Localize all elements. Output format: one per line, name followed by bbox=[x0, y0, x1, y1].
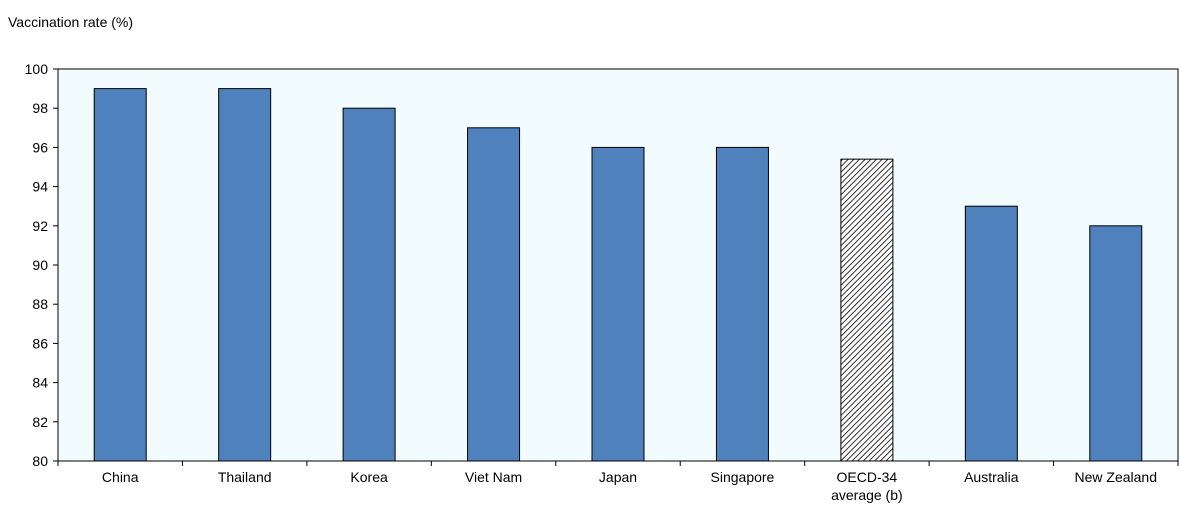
bar bbox=[218, 88, 272, 462]
y-axis-label: Vaccination rate (%) bbox=[8, 14, 133, 30]
y-tick-label: 80 bbox=[32, 453, 48, 469]
y-tick-label: 96 bbox=[32, 139, 48, 155]
x-axis-tick-labels: China Thailand Korea Viet Nam Japan Singapore… bbox=[57, 461, 1179, 503]
x-category-label: Japan bbox=[599, 469, 637, 485]
y-tick-label: 88 bbox=[32, 296, 48, 312]
y-tick-label: 98 bbox=[32, 100, 48, 116]
y-tick-label: 92 bbox=[32, 218, 48, 234]
y-tick-label: 84 bbox=[32, 375, 48, 391]
x-category-label: Thailand bbox=[218, 469, 272, 485]
x-category-label: Korea bbox=[350, 469, 388, 485]
axes bbox=[57, 68, 1179, 462]
x-category-label: New Zealand bbox=[1075, 469, 1158, 485]
bar bbox=[964, 205, 1018, 462]
x-category-label: Australia bbox=[964, 469, 1019, 485]
y-tick-label: 94 bbox=[32, 179, 48, 195]
bar bbox=[342, 107, 396, 462]
x-category-label: Singapore bbox=[711, 469, 775, 485]
y-tick-label: 90 bbox=[32, 257, 48, 273]
y-tick-label: 100 bbox=[25, 61, 49, 77]
bar bbox=[467, 127, 521, 462]
plot-frame bbox=[57, 68, 1179, 462]
y-axis-ticks: 80 82 84 86 88 90 92 94 96 98 100 bbox=[25, 61, 58, 469]
bar bbox=[715, 146, 769, 462]
y-tick-label: 86 bbox=[32, 335, 48, 351]
y-tick-label: 82 bbox=[32, 414, 48, 430]
bars bbox=[93, 88, 1143, 462]
bar bbox=[840, 158, 894, 462]
x-category-label: China bbox=[102, 469, 139, 485]
x-category-label: average (b) bbox=[831, 487, 903, 503]
bar bbox=[93, 88, 147, 462]
x-category-label: Viet Nam bbox=[465, 469, 522, 485]
bar bbox=[1089, 225, 1143, 462]
x-category-label: OECD-34 bbox=[837, 469, 898, 485]
bar bbox=[591, 146, 645, 462]
